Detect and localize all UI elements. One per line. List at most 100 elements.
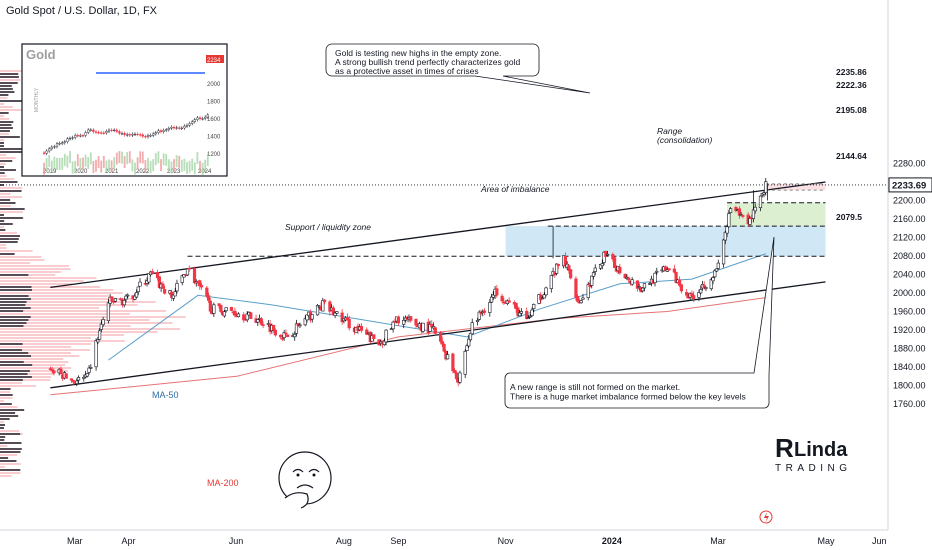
inset-candle-body [141,134,144,137]
candle-body [544,287,548,296]
candle-body [280,338,285,340]
volume-profile-bar [0,178,15,180]
inset-volume-bar [186,162,188,175]
volume-profile-bar [0,310,166,312]
volume-profile-bar-dark [0,355,32,357]
trend-lines [0,181,888,396]
candle-body [526,317,531,320]
volume-profile-bar [0,289,114,291]
inset-candle-body [131,133,134,136]
volume-profile-bar-dark [0,304,26,306]
y-tick-label: 2040.00 [893,270,926,280]
inset-candle-body [206,114,209,118]
inset-volume-bar [100,160,103,173]
volume-profile-bar [0,187,23,189]
volume-profile-bar [0,340,125,342]
candle-body [635,280,640,289]
inset-volume-bar [123,155,126,168]
inset-volume-bar [110,160,113,173]
candle-body [579,300,583,304]
candle-body [751,209,756,219]
candle-body [753,206,757,212]
candle-body [525,310,529,320]
inset-candle-body [139,134,142,136]
volume-profile-bar-dark [0,418,10,420]
inset-volume-bar [76,154,79,167]
candle-body [697,292,701,298]
inset-volume-bar [191,158,194,171]
volume-profile-bar [0,193,11,195]
volume-profile-bar-dark [0,301,27,303]
volume-profile-bar-dark [0,82,18,84]
inset-volume-bar [58,157,61,170]
ma200-line [50,297,766,396]
volume-profile-bar [0,358,64,360]
candle-body [87,367,91,373]
volume-profile-bar-dark [0,85,12,87]
candle-body [161,283,165,289]
candle-body [741,215,745,217]
volume-profile-bar-dark [0,274,29,276]
volume-profile-bar [0,349,90,351]
inset-volume-bar [95,159,97,172]
ma50-label: MA-50 [152,390,179,400]
volume-profile-bar [0,163,6,165]
candle-body [507,300,511,303]
candle-body [205,287,209,297]
candle-body [576,296,580,302]
candle-body [674,271,678,283]
volume-profile-bar [0,262,30,264]
candle-body [723,231,727,241]
inset-volume-bar [102,155,105,168]
volume-profile-bar-dark [0,214,4,216]
candle-body [518,312,522,317]
logo-top-text: Linda [794,439,848,461]
volume-profile-bar [0,268,71,270]
callout-bottom-text: A new range is still not formed on the m… [510,382,680,392]
candle-body [672,268,676,273]
y-tick-label: 1920.00 [893,325,926,335]
volume-profile-bar [0,196,23,198]
monthly-inset-chart: Gold MONTHLY 2000 1800 1600 1400 1200 2019 2020 2… [21,43,228,177]
volume-profile-bar [0,106,13,108]
inset-y-tick: 1800 [207,100,221,106]
inset-candle-body [100,132,103,134]
inset-candle-body [110,129,113,132]
inset-candle-body [159,130,163,132]
x-tick-label: Sep [390,536,406,546]
candle-body [758,195,763,209]
flash-icon-bolt [764,512,769,523]
inset-candle-body [105,131,108,134]
inset-candle-body [45,150,48,154]
candle-body [442,343,446,352]
inset-candle-body [107,129,111,132]
callout-top-text: Gold is testing new highs in the empty z… [335,48,501,58]
volume-profile-bar-dark [0,238,19,240]
inset-volume-bar [45,158,48,171]
inset-volume-bar [139,151,142,164]
candle-body [322,299,327,303]
key-level-label: 2144.64 [836,151,867,161]
candle-body [175,283,179,292]
candle-body [119,298,123,301]
face-eyes [292,468,320,473]
volume-profile-bar-dark [0,151,23,153]
inset-volume-bar [50,160,53,173]
candle-body [454,372,459,380]
volume-profile-bar [0,421,4,423]
candle-body [519,311,524,314]
candle-body [532,304,536,310]
volume-profile-bar [0,316,186,318]
volume-profile-bar [0,355,80,357]
volume-profile-bar-dark [0,136,20,138]
volume-profile-bar-dark [0,412,16,414]
volume-profile-bar-dark [0,415,19,417]
candle-body [430,323,434,328]
candle-body [612,257,617,268]
candle-body [627,277,631,281]
volume-profile-bar-dark [0,436,6,438]
candle-body [600,263,604,267]
candle-body [233,310,237,316]
